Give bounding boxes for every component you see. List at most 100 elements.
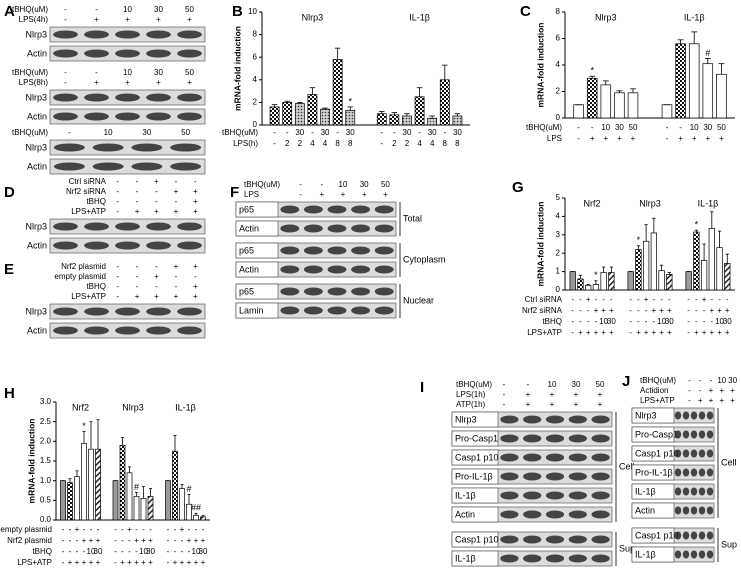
treatment-cell: - bbox=[83, 525, 86, 534]
group-name: IL-1β bbox=[698, 198, 719, 208]
treatment-cell: 10 bbox=[548, 380, 557, 389]
treatment-cell: 4 bbox=[417, 139, 422, 148]
treatment-label: tBHQ bbox=[86, 282, 106, 291]
label-cell bbox=[451, 449, 499, 466]
band bbox=[303, 306, 323, 315]
bar bbox=[688, 43, 700, 119]
band bbox=[706, 411, 714, 420]
bar bbox=[577, 278, 584, 291]
y-tick-label: 6 bbox=[556, 34, 561, 43]
treatment-cell: - bbox=[687, 328, 690, 337]
panel-label: H bbox=[4, 385, 15, 402]
treatment-cell: 30 bbox=[360, 180, 369, 189]
bar bbox=[133, 496, 140, 521]
treatment-label: tBHQ(uM) bbox=[12, 128, 48, 137]
band bbox=[568, 535, 587, 544]
treatment-cell: - bbox=[718, 295, 721, 304]
treatment-label: empty plasmid bbox=[0, 525, 52, 534]
treatment-cell: + bbox=[180, 558, 185, 567]
band bbox=[177, 112, 202, 121]
band bbox=[374, 287, 394, 296]
treatment-label: tBHQ(uM) bbox=[526, 123, 562, 132]
band bbox=[523, 554, 542, 563]
band bbox=[146, 30, 171, 39]
treatment-cell: + bbox=[659, 306, 664, 315]
band bbox=[674, 430, 682, 439]
treatment-cell: 10 bbox=[599, 317, 608, 326]
treatment-cell: - bbox=[128, 536, 131, 545]
treatment-cell: - bbox=[121, 536, 124, 545]
band bbox=[84, 30, 109, 39]
bar bbox=[700, 260, 708, 291]
treatment-cell: + bbox=[193, 292, 198, 301]
band bbox=[682, 487, 690, 496]
band-label: Nlrp3 bbox=[635, 410, 657, 420]
treatment-cell: - bbox=[688, 396, 691, 405]
y-tick-label: 3 bbox=[556, 230, 561, 239]
treatment-cell: - bbox=[116, 272, 119, 281]
treatment-cell: + bbox=[193, 282, 198, 291]
treatment-cell: - bbox=[69, 536, 72, 545]
treatment-cell: - bbox=[175, 197, 178, 206]
treatment-cell: + bbox=[383, 190, 388, 199]
band-label: Nlrp3 bbox=[25, 92, 47, 102]
treatment-label: LPS bbox=[547, 134, 562, 143]
treatment-cell: + bbox=[574, 390, 579, 399]
band bbox=[545, 491, 565, 500]
bar bbox=[724, 262, 731, 291]
treatment-cell: - bbox=[181, 536, 184, 545]
band bbox=[53, 241, 78, 250]
treatment-cell: - bbox=[273, 139, 276, 148]
treatment-cell: + bbox=[586, 295, 591, 304]
band bbox=[591, 453, 610, 462]
band bbox=[690, 531, 698, 540]
bar bbox=[685, 271, 692, 291]
y-tick-label: 0 bbox=[556, 285, 561, 294]
treatment-cell: - bbox=[273, 128, 276, 137]
treatment-label: Ctrl siRNA bbox=[69, 177, 107, 186]
treatment-cell: - bbox=[116, 262, 119, 271]
treatment-cell: 30 bbox=[142, 128, 151, 137]
treatment-cell: 30 bbox=[665, 317, 674, 326]
band bbox=[690, 506, 698, 515]
treatment-cell: - bbox=[645, 306, 648, 315]
bar bbox=[389, 114, 400, 126]
treatment-cell: - bbox=[114, 558, 117, 567]
treatment-cell: + bbox=[667, 328, 672, 337]
band bbox=[706, 531, 714, 540]
treatment-cell: - bbox=[380, 128, 383, 137]
treatment-cell: - bbox=[194, 272, 197, 281]
treatment-cell: - bbox=[121, 525, 124, 534]
treatment-cell: + bbox=[526, 390, 531, 399]
treatment-cell: + bbox=[193, 262, 198, 271]
treatment-cell: - bbox=[167, 547, 170, 556]
bar bbox=[614, 92, 625, 119]
treatment-cell: - bbox=[175, 177, 178, 186]
label-cell bbox=[631, 527, 675, 544]
significance: * bbox=[594, 270, 598, 280]
treatment-cell: 2 bbox=[298, 139, 303, 148]
treatment-cell: + bbox=[125, 15, 130, 24]
significance: # bbox=[186, 484, 191, 494]
treatment-cell: 10 bbox=[123, 68, 132, 77]
band bbox=[682, 531, 690, 540]
treatment-cell: + bbox=[154, 207, 159, 216]
band bbox=[591, 554, 610, 563]
bar bbox=[269, 106, 280, 126]
treatment-cell: + bbox=[201, 536, 206, 545]
treatment-cell: - bbox=[660, 295, 663, 304]
band-label: Pro-Casp1 bbox=[635, 429, 678, 439]
treatment-cell: - bbox=[62, 547, 65, 556]
treatment-cell: + bbox=[644, 328, 649, 337]
treatment-cell: - bbox=[155, 197, 158, 206]
band-label: Pro-Casp1 bbox=[455, 433, 498, 443]
significance: # bbox=[705, 48, 710, 58]
treatment-cell: + bbox=[96, 558, 101, 567]
band bbox=[682, 430, 690, 439]
band bbox=[115, 49, 140, 58]
band bbox=[690, 550, 698, 559]
treatment-cell: + bbox=[717, 328, 722, 337]
treatment-cell: - bbox=[637, 295, 640, 304]
band-label: IL-1β bbox=[455, 553, 476, 563]
label-cell bbox=[235, 302, 279, 319]
